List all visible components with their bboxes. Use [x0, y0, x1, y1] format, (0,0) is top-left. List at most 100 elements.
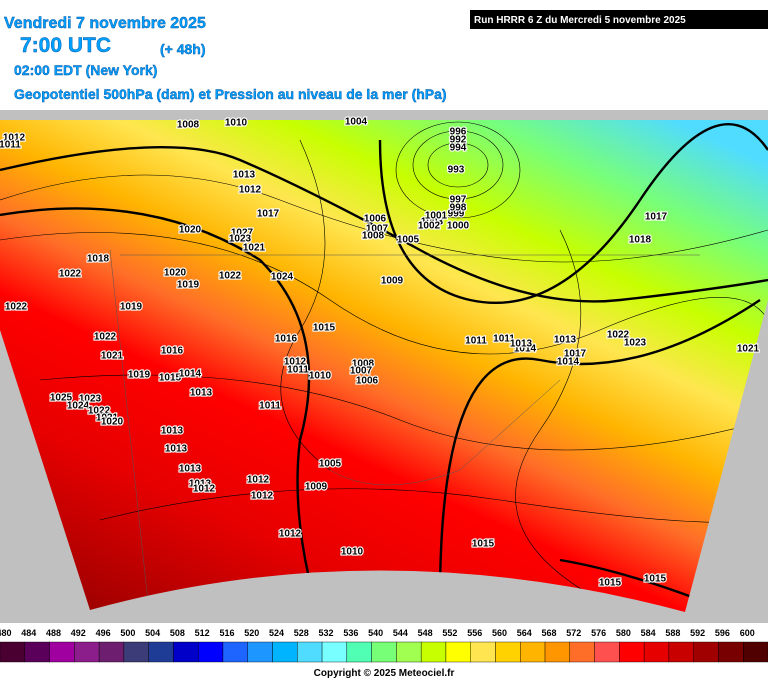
isobar-label: 1011: [287, 365, 309, 376]
legend-label: 568: [542, 628, 557, 638]
legend-swatch: [420, 641, 447, 663]
legend-label: 508: [170, 628, 185, 638]
isobar-label: 1021: [243, 243, 266, 254]
isobar-label: 994: [450, 143, 467, 154]
isobar-label: 1015: [472, 539, 495, 550]
legend-label: 572: [566, 628, 581, 638]
legend-label: 560: [492, 628, 507, 638]
isobar-label: 1018: [629, 235, 652, 246]
isobar-label: 1007: [366, 224, 389, 235]
isobar-label: 1021: [101, 351, 124, 362]
isobar-label: 1023: [229, 234, 252, 245]
legend-swatch: [594, 641, 620, 663]
isobar-label: 1012: [247, 475, 270, 486]
isobar-label: 1003: [421, 217, 444, 228]
legend-swatch: [619, 641, 645, 663]
legend-swatch: [148, 641, 174, 663]
legend-swatch: [371, 641, 397, 663]
isobar-label: 1021: [96, 413, 119, 424]
isobar-label: 1001: [425, 211, 448, 222]
isobar-label: 996: [450, 127, 467, 138]
isobar-label: 1016: [161, 346, 184, 357]
isobar-label: 1022: [607, 330, 630, 341]
isobar-label: 1010: [309, 371, 332, 382]
map-title: Geopotentiel 500hPa (dam) et Pression au…: [14, 86, 447, 102]
legend-swatch: [49, 641, 75, 663]
isobar-label: 1013: [554, 335, 577, 346]
geopotential-contours: [0, 123, 768, 612]
legend-label: 584: [641, 628, 656, 638]
isobar-label: 1013: [189, 479, 212, 490]
isobar-label: 1013: [161, 426, 184, 437]
isobar-label: 993: [448, 165, 465, 176]
legend-label: 496: [96, 628, 111, 638]
legend-label: 480: [0, 628, 12, 638]
isobar-label: 1022: [59, 269, 82, 280]
isobar-label: 1010: [341, 547, 364, 558]
legend-label: 564: [517, 628, 532, 638]
legend-label: 516: [219, 628, 234, 638]
isobar-label: 1017: [645, 212, 668, 223]
isobar-label: 1013: [165, 444, 188, 455]
legend-label: 536: [343, 628, 358, 638]
isobar-label: 1017: [257, 209, 280, 220]
legend-swatch: [74, 641, 100, 663]
isobar-label: 1023: [624, 338, 647, 349]
isobar-label: 1008: [362, 231, 385, 242]
isobar-label: 1023: [79, 394, 102, 405]
legend-label: 548: [418, 628, 433, 638]
legend-label: 492: [71, 628, 86, 638]
isobar-label: 1014: [514, 344, 537, 355]
isobar-label: 1019: [120, 302, 143, 313]
isobar-label: 1014: [179, 369, 202, 380]
isobar-label: 1015: [644, 574, 667, 585]
isobar-label: 1015: [159, 373, 182, 384]
isobar-label: 1011: [259, 401, 281, 412]
isobar-label: 1010: [225, 118, 248, 129]
legend-label: 576: [591, 628, 606, 638]
isobar-label: 1022: [88, 406, 111, 417]
legend-label: 488: [46, 628, 61, 638]
isobar-label: 1005: [397, 235, 420, 246]
isobar-label: 1006: [364, 214, 387, 225]
isobar-label: 1009: [305, 482, 328, 493]
legend-swatch: [718, 641, 744, 663]
isobar-label: 1014: [557, 357, 580, 368]
legend-label: 588: [665, 628, 680, 638]
legend-swatch: [24, 641, 50, 663]
legend-label: 580: [616, 628, 631, 638]
isobar-label: 1027: [231, 228, 254, 239]
isobar-label: 1016: [275, 334, 298, 345]
legend-label: 544: [393, 628, 408, 638]
legend-swatch: [123, 641, 149, 663]
isobar-label: 992: [450, 135, 467, 146]
isobar-label: 1024: [271, 272, 294, 283]
legend-swatch: [520, 641, 546, 663]
legend-label: 596: [715, 628, 730, 638]
lead: (+ 48h): [160, 41, 206, 57]
isobar-label: 1024: [67, 401, 90, 412]
isobar-label: 1019: [128, 370, 151, 381]
legend-label: 600: [740, 628, 755, 638]
legend-swatch: [98, 641, 125, 663]
legend-swatch: [346, 641, 372, 663]
isobar-label: 1006: [356, 376, 379, 387]
legend-swatch: [321, 641, 348, 663]
legend-swatch: [396, 641, 422, 663]
isobar-label: 1019: [177, 280, 200, 291]
isobar-label: 1012: [279, 529, 302, 540]
isobar-label: 1022: [219, 271, 242, 282]
isobar-label: 1009: [381, 276, 404, 287]
isobar-label: 1025: [50, 393, 73, 404]
legend-label: 540: [368, 628, 383, 638]
legend-label: 552: [442, 628, 457, 638]
legend-swatch: [693, 641, 719, 663]
run-box: [470, 10, 768, 29]
local-time: 02:00 EDT (New York): [14, 62, 157, 78]
isobar-label: 1013: [510, 339, 533, 350]
isobar-label: 1008: [177, 120, 200, 131]
legend-label: 532: [319, 628, 334, 638]
isobar-label: 1005: [319, 459, 342, 470]
borders: [109, 249, 700, 612]
